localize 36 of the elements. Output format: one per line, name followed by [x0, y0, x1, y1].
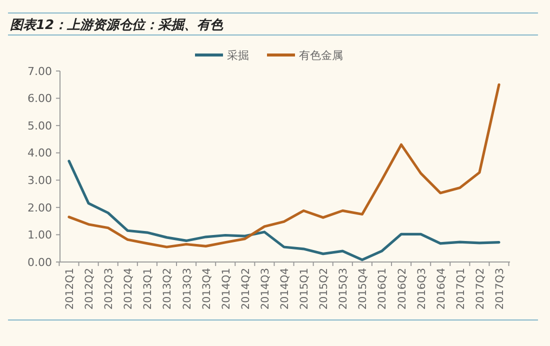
x-tick-label: 2016Q3: [416, 268, 428, 310]
x-tick-label: 2015Q2: [318, 268, 330, 310]
legend-label: 有色金属: [299, 48, 343, 62]
y-tick-label: 0.00: [28, 256, 52, 269]
chart-title: 图表12：上游资源仓位：采掘、有色: [10, 17, 224, 33]
x-tick-label: 2012Q1: [64, 268, 76, 310]
y-tick-label: 5.00: [28, 119, 52, 132]
legend-label: 采掘: [227, 48, 249, 62]
x-tick-label: 2017Q3: [494, 268, 506, 310]
x-tick-label: 2014Q4: [279, 268, 291, 310]
x-tick-label: 2012Q2: [84, 268, 96, 310]
y-tick-label: 7.00: [28, 64, 52, 78]
x-tick-label: 2015Q3: [338, 268, 350, 310]
x-tick-label: 2015Q1: [298, 268, 311, 310]
x-tick-label: 2016Q2: [396, 268, 408, 310]
x-tick-label: 2012Q4: [122, 268, 135, 310]
y-tick-label: 6.00: [28, 92, 52, 106]
y-tick-label: 2.00: [28, 201, 52, 214]
x-tick-label: 2014Q3: [259, 268, 272, 310]
x-tick-label: 2015Q4: [357, 268, 370, 310]
line-series: [68, 160, 500, 262]
x-tick-label: 2013Q4: [200, 268, 213, 310]
x-tick-label: 2014Q2: [240, 268, 252, 310]
y-tick-label: 4.00: [28, 146, 52, 160]
x-tick-label: 2016Q4: [435, 268, 448, 310]
x-tick-label: 2012Q3: [103, 268, 116, 310]
x-tick-label: 2014Q1: [220, 268, 232, 310]
x-tick-label: 2013Q2: [162, 268, 174, 310]
x-tick-label: 2017Q2: [474, 268, 486, 310]
x-tick-label: 2013Q1: [142, 268, 154, 310]
x-tick-label: 2017Q1: [454, 268, 467, 310]
line-series: [68, 83, 500, 248]
x-tick-label: 2016Q1: [376, 268, 389, 310]
x-tick-label: 2013Q3: [181, 268, 194, 310]
y-tick-label: 3.00: [28, 174, 52, 187]
y-tick-label: 1.00: [28, 228, 52, 242]
